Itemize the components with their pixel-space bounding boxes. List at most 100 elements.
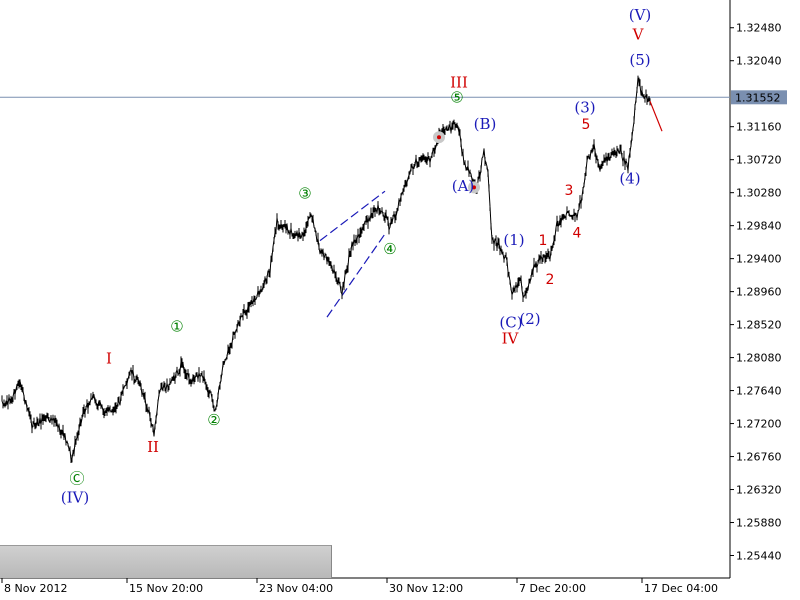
price-segment bbox=[639, 85, 642, 95]
price-segment bbox=[583, 177, 586, 186]
markers bbox=[433, 131, 480, 194]
price-segment bbox=[477, 175, 480, 181]
price-tick-label: 1.32480 bbox=[736, 22, 782, 35]
price-segment bbox=[224, 358, 227, 361]
price-segment bbox=[459, 134, 462, 144]
price-segment bbox=[511, 292, 514, 295]
price-segment bbox=[333, 268, 336, 275]
price-segment bbox=[634, 99, 637, 106]
price-segment bbox=[255, 296, 258, 300]
price-segment bbox=[8, 396, 11, 402]
price-segment bbox=[236, 321, 239, 329]
price-segment bbox=[304, 227, 307, 234]
price-tick-label: 1.29400 bbox=[736, 253, 782, 266]
price-segment bbox=[516, 281, 519, 289]
price-segment bbox=[330, 264, 333, 268]
price-segment bbox=[171, 376, 174, 379]
wave-label: (C) bbox=[499, 314, 522, 332]
price-segment bbox=[337, 279, 340, 283]
price-tick-label: 1.30720 bbox=[736, 154, 782, 167]
price-segment bbox=[151, 425, 154, 428]
price-segment bbox=[377, 204, 380, 212]
price-segment bbox=[447, 125, 450, 131]
price-segment bbox=[125, 383, 128, 386]
price-segment bbox=[500, 248, 503, 255]
price-segment bbox=[123, 385, 126, 388]
price-segment bbox=[174, 373, 177, 380]
price-segment bbox=[235, 328, 238, 331]
price-segment bbox=[269, 258, 272, 274]
time-tick-label: 23 Nov 04:00 bbox=[259, 582, 333, 595]
price-segment bbox=[648, 96, 651, 102]
wave-label: 2 bbox=[546, 272, 555, 288]
price-segment bbox=[60, 432, 63, 435]
price-segment bbox=[266, 270, 269, 279]
price-segment bbox=[52, 417, 55, 422]
scroll-bar[interactable] bbox=[0, 545, 332, 578]
price-segment bbox=[560, 215, 563, 224]
price-segment bbox=[350, 241, 353, 252]
price-segment bbox=[633, 105, 636, 122]
price-segment bbox=[637, 77, 640, 84]
price-segment bbox=[218, 384, 221, 387]
wave-label: (B) bbox=[474, 115, 497, 133]
price-segment bbox=[582, 185, 585, 189]
price-segment bbox=[103, 411, 106, 414]
wave-label: ① bbox=[170, 317, 183, 335]
projection-line bbox=[649, 100, 663, 132]
price-segment bbox=[178, 371, 181, 374]
price-segment bbox=[310, 214, 313, 217]
price-segment bbox=[489, 206, 492, 226]
price-segment bbox=[115, 407, 118, 409]
wave-label: 1 bbox=[539, 233, 548, 249]
price-segment bbox=[277, 223, 280, 228]
price-segment bbox=[641, 91, 644, 96]
price-segment bbox=[458, 132, 461, 136]
price-segment bbox=[338, 282, 341, 285]
price-segment bbox=[110, 409, 113, 413]
price-segment bbox=[431, 149, 434, 156]
price-segment bbox=[385, 214, 388, 219]
wave-label: ③ bbox=[298, 185, 311, 203]
price-segment bbox=[349, 251, 352, 255]
price-segment bbox=[89, 398, 92, 404]
price-segment bbox=[631, 128, 634, 137]
price-segment bbox=[66, 441, 69, 445]
wave-label: IV bbox=[502, 329, 520, 347]
price-segment bbox=[148, 409, 151, 418]
price-segment bbox=[504, 255, 507, 258]
price-segment bbox=[544, 256, 547, 259]
price-segment bbox=[179, 361, 182, 372]
price-segment bbox=[401, 191, 404, 193]
price-segment bbox=[457, 127, 460, 133]
price-segment bbox=[64, 434, 67, 444]
price-segment bbox=[108, 408, 111, 411]
price-tick-label: 1.25880 bbox=[736, 517, 782, 530]
price-segment bbox=[596, 158, 599, 162]
time-tick-label: 8 Nov 2012 bbox=[4, 582, 67, 595]
price-segment bbox=[154, 418, 157, 426]
price-segment bbox=[496, 241, 499, 249]
price-segment bbox=[87, 402, 90, 409]
price-segment bbox=[306, 220, 309, 227]
wave-label: Ⓒ bbox=[69, 470, 84, 488]
price-segment bbox=[47, 417, 50, 422]
price-segment bbox=[36, 421, 39, 424]
wave-label: 4 bbox=[573, 226, 582, 242]
price-tick-label: 1.30280 bbox=[736, 187, 782, 200]
price-segment bbox=[323, 254, 326, 259]
price-segment bbox=[553, 236, 556, 241]
price-segment bbox=[395, 211, 398, 217]
price-segment bbox=[265, 277, 268, 283]
price-segment bbox=[594, 150, 597, 159]
price-segment bbox=[409, 168, 412, 174]
price-segment bbox=[11, 396, 14, 402]
price-segment bbox=[586, 155, 589, 161]
price-segment bbox=[261, 286, 264, 292]
price-segment bbox=[421, 156, 424, 162]
price-segment bbox=[69, 449, 72, 461]
price-segment bbox=[98, 400, 101, 403]
price-segment bbox=[456, 124, 459, 128]
price-segment bbox=[643, 96, 646, 99]
price-segment bbox=[341, 284, 344, 295]
